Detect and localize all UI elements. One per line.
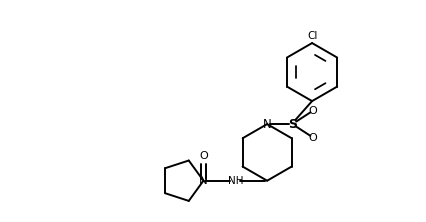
Text: O: O [309, 133, 317, 143]
Text: Cl: Cl [307, 31, 317, 41]
Text: O: O [309, 106, 317, 116]
Text: S: S [288, 118, 297, 131]
Text: O: O [199, 151, 208, 161]
Text: N: N [263, 118, 271, 131]
Text: NH: NH [227, 176, 243, 186]
Text: N: N [199, 174, 208, 187]
